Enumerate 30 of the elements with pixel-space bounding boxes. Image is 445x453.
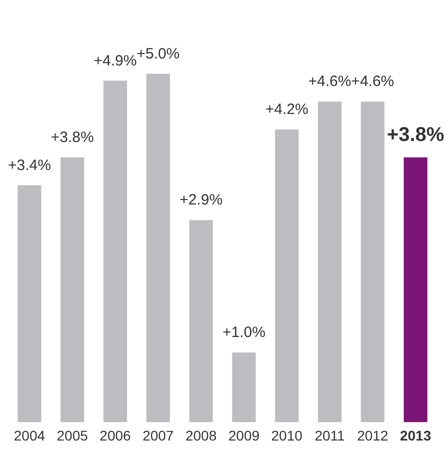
bar (232, 352, 256, 422)
data-label: +3.8% (386, 124, 444, 146)
bar (18, 185, 42, 422)
x-tick-label: 2010 (271, 427, 303, 444)
x-tick-label: 2004 (14, 427, 46, 444)
x-tick-label: 2007 (142, 427, 174, 444)
data-label: +1.0% (222, 324, 266, 342)
bar (103, 80, 128, 422)
data-label: +2.9% (180, 192, 223, 209)
bar (404, 157, 428, 422)
bar (360, 102, 384, 422)
data-label: +4.6% (308, 73, 352, 90)
bar (60, 157, 84, 422)
x-tick-label: 2011 (314, 427, 346, 444)
data-label: +4.9% (94, 52, 137, 70)
x-tick-label: 2005 (56, 427, 88, 444)
x-tick-label: 2012 (357, 427, 388, 444)
bar (189, 220, 213, 422)
x-tick-label: 2008 (185, 427, 217, 444)
data-label: +4.6% (351, 73, 394, 90)
x-tick-label: 2009 (228, 427, 260, 444)
bar (318, 102, 342, 422)
x-tick-label: 2006 (100, 427, 132, 444)
data-label: +5.0% (136, 45, 180, 62)
x-tick-label: 2013 (400, 427, 432, 444)
data-label: +4.2% (265, 101, 308, 118)
bar (275, 129, 299, 422)
data-label: +3.4% (8, 156, 51, 174)
bar (146, 74, 170, 422)
data-label: +3.8% (50, 128, 94, 146)
